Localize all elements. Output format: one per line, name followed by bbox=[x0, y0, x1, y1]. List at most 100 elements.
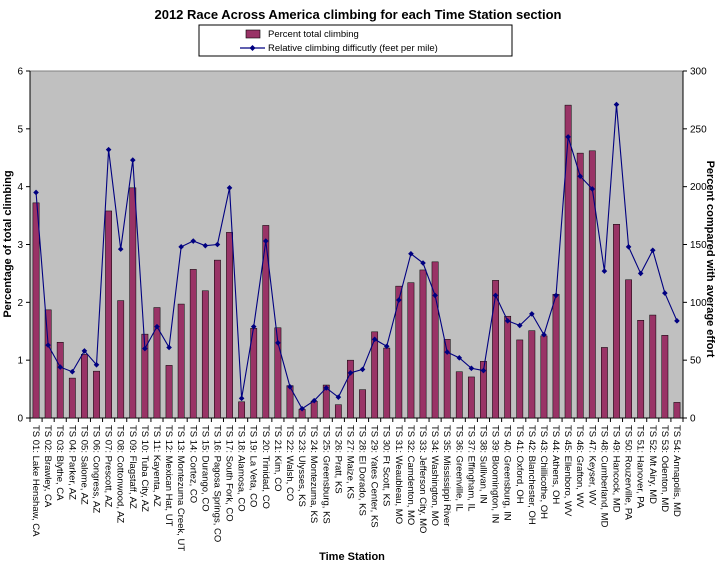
line-point bbox=[57, 364, 64, 370]
category-label: TS 37: Effingham, IL bbox=[465, 425, 476, 511]
category-label: TS 26: Pratt, KS bbox=[332, 425, 343, 494]
category-label: TS 06: Congress, AZ bbox=[91, 425, 102, 513]
category-label: TS 35: Mississippi River bbox=[441, 425, 452, 526]
line-point bbox=[311, 397, 317, 404]
line-point bbox=[396, 297, 402, 303]
category-label: TS 54: Annapolis, MD bbox=[671, 425, 682, 517]
left-tick-label: 1 bbox=[17, 356, 23, 367]
bar bbox=[32, 202, 40, 419]
category-label: TS 05: Salome, AZ bbox=[78, 425, 89, 505]
bar bbox=[105, 210, 112, 419]
line-point bbox=[541, 331, 547, 338]
category-label: TS 29: Yates Center, KS bbox=[369, 425, 380, 528]
category-label: TS 04: Parker, AZ bbox=[66, 425, 77, 500]
category-label: TS 22: Walsh, CO bbox=[284, 425, 295, 501]
bar bbox=[540, 335, 548, 419]
category-label: TS 10: Tuba City, AZ bbox=[139, 425, 150, 512]
category-label: TS 31: Weaubleau, MO bbox=[393, 425, 404, 524]
line-point bbox=[408, 250, 414, 257]
line-point bbox=[480, 367, 487, 374]
bar bbox=[407, 282, 415, 419]
bar bbox=[492, 280, 499, 419]
category-label: TS 14: Cortez, CO bbox=[187, 425, 198, 503]
right-tick-label: 200 bbox=[690, 182, 707, 193]
bar bbox=[81, 354, 88, 419]
category-label: TS 21: Kim, CO bbox=[272, 425, 283, 492]
bar bbox=[419, 269, 427, 419]
category-label: TS 08: Cottonwood, AZ bbox=[115, 425, 126, 523]
bar bbox=[625, 279, 632, 419]
bar-series bbox=[32, 104, 681, 419]
category-label: TS 43: Chillicothe, OH bbox=[538, 425, 549, 519]
category-label: TS 09: Flagstaff, AZ bbox=[127, 425, 138, 509]
bar bbox=[334, 404, 342, 419]
category-label: TS 27: Maize, KS bbox=[344, 425, 355, 499]
bar bbox=[165, 365, 173, 419]
bar bbox=[214, 259, 221, 419]
line-series bbox=[33, 101, 680, 412]
bar bbox=[601, 347, 608, 419]
bar bbox=[467, 376, 475, 419]
difficulty-line bbox=[35, 104, 678, 410]
bar bbox=[322, 384, 330, 419]
bar bbox=[576, 152, 584, 419]
line-point bbox=[432, 292, 438, 299]
chart-title: 2012 Race Across America climbing for ea… bbox=[154, 7, 561, 22]
category-label: TS 53: Odenton, MD bbox=[659, 425, 670, 512]
bar bbox=[637, 320, 645, 419]
line-point bbox=[529, 311, 535, 317]
bar bbox=[673, 402, 681, 419]
bar bbox=[177, 303, 185, 419]
category-label: TS 44: Athens, OH bbox=[550, 425, 561, 504]
line-point bbox=[166, 344, 172, 351]
right-tick-label: 300 bbox=[690, 67, 707, 78]
category-label: TS 38: Sullivan, IN bbox=[477, 425, 488, 504]
bar bbox=[552, 293, 560, 419]
left-tick-label: 6 bbox=[17, 67, 23, 78]
bar bbox=[310, 400, 318, 419]
bar bbox=[201, 290, 209, 419]
line-point bbox=[45, 342, 51, 348]
line-point bbox=[238, 395, 245, 402]
legend: Percent total climbing Relative climbing… bbox=[198, 24, 513, 57]
line-point bbox=[69, 368, 76, 375]
bar bbox=[359, 389, 366, 419]
line-point bbox=[637, 270, 644, 277]
bar bbox=[588, 150, 596, 419]
line-point bbox=[589, 186, 596, 192]
line-point bbox=[105, 146, 112, 153]
bar bbox=[44, 309, 52, 419]
category-label: TS 17: South Fork, CO bbox=[224, 425, 235, 522]
line-point bbox=[601, 268, 608, 274]
line-point bbox=[323, 385, 330, 391]
line-point bbox=[420, 260, 426, 266]
line-point bbox=[383, 343, 390, 350]
right-axis: 0 50 100 150 200 250 300 bbox=[682, 67, 707, 425]
line-point bbox=[142, 345, 148, 352]
category-label: TS 12: Mexican Hat, UT bbox=[163, 425, 174, 527]
line-point bbox=[649, 247, 656, 254]
line-point bbox=[492, 292, 499, 299]
category-label: TS 39: Bloomington, IN bbox=[490, 425, 501, 523]
bar bbox=[68, 377, 76, 419]
category-label: TS 16: Pagosa Springs, CO bbox=[211, 425, 222, 542]
bar bbox=[153, 307, 161, 419]
bar bbox=[455, 371, 463, 419]
category-label: TS 15: Durango, CO bbox=[199, 425, 210, 512]
line-point bbox=[33, 189, 39, 196]
line-point bbox=[226, 185, 233, 191]
category-label: TS 42: Blanchester, OH bbox=[526, 425, 537, 525]
line-point bbox=[553, 292, 559, 299]
line-point bbox=[178, 244, 184, 250]
category-label: TS 45: Ellenboro, WV bbox=[562, 425, 573, 517]
category-label: TS 20: Trinidad, CO bbox=[260, 425, 271, 509]
line-point bbox=[456, 355, 463, 361]
bar bbox=[564, 104, 572, 419]
bar bbox=[141, 333, 149, 419]
right-tick-label: 250 bbox=[690, 124, 707, 135]
bar bbox=[504, 315, 512, 419]
line-point bbox=[565, 134, 571, 140]
line-point bbox=[516, 322, 523, 329]
bar bbox=[129, 187, 137, 419]
category-label: TS 19: La Veta, CO bbox=[248, 425, 259, 507]
